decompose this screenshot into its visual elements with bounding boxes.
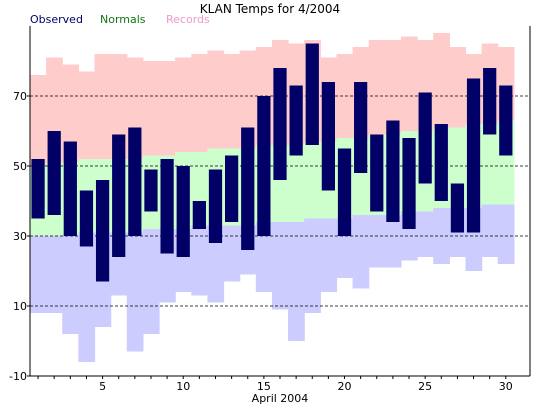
record-high-band bbox=[223, 54, 241, 149]
record-high-band bbox=[207, 50, 225, 149]
observed-bar bbox=[273, 68, 287, 180]
observed-bar bbox=[370, 134, 384, 212]
record-high-band bbox=[62, 64, 79, 163]
record-high-band bbox=[159, 61, 176, 156]
y-tick-label: 30 bbox=[13, 230, 27, 243]
record-low-band bbox=[46, 236, 63, 313]
record-high-band bbox=[110, 54, 128, 159]
normal-band bbox=[304, 141, 321, 219]
record-low-band bbox=[78, 232, 96, 362]
observed-bar bbox=[354, 82, 368, 173]
record-low-band bbox=[417, 211, 434, 257]
normal-band bbox=[481, 124, 499, 205]
observed-bar bbox=[208, 169, 223, 243]
record-low-band bbox=[126, 232, 144, 352]
record-low-band bbox=[271, 222, 289, 310]
observed-bar bbox=[257, 96, 271, 236]
observed-bar bbox=[418, 92, 432, 184]
record-low-band bbox=[191, 225, 209, 296]
observed-bar bbox=[192, 201, 206, 229]
record-high-band bbox=[30, 75, 47, 166]
y-tick-label: 50 bbox=[13, 160, 27, 173]
observed-bar bbox=[289, 85, 303, 156]
observed-bar bbox=[95, 180, 110, 282]
record-low-band bbox=[288, 222, 305, 341]
observed-bar bbox=[225, 155, 239, 222]
observed-bar bbox=[450, 183, 465, 233]
observed-bar bbox=[305, 43, 319, 145]
observed-bar bbox=[112, 134, 126, 257]
record-low-band bbox=[30, 236, 47, 313]
record-high-band bbox=[384, 40, 402, 135]
record-high-band bbox=[175, 57, 192, 152]
record-low-band bbox=[223, 225, 241, 282]
y-tick-label: -10 bbox=[9, 370, 27, 383]
observed-bar bbox=[337, 148, 352, 236]
record-low-band bbox=[481, 204, 499, 257]
observed-bar bbox=[128, 127, 142, 236]
observed-bar bbox=[79, 190, 94, 247]
record-low-band bbox=[352, 215, 370, 289]
x-axis-label: April 2004 bbox=[252, 392, 309, 405]
observed-bar bbox=[63, 141, 77, 236]
normal-band bbox=[288, 145, 305, 222]
record-high-band bbox=[336, 54, 354, 138]
legend-normals: Normals bbox=[100, 13, 146, 26]
record-low-band bbox=[207, 225, 225, 303]
x-tick-label: 25 bbox=[418, 380, 432, 393]
x-tick-label: 15 bbox=[257, 380, 271, 393]
observed-bar bbox=[499, 85, 513, 156]
record-high-band bbox=[400, 36, 418, 131]
record-low-band bbox=[142, 229, 160, 334]
record-low-band bbox=[62, 236, 79, 334]
observed-bar bbox=[31, 159, 45, 219]
record-low-band bbox=[368, 215, 386, 268]
x-tick-label: 30 bbox=[499, 380, 513, 393]
record-low-band bbox=[255, 222, 273, 292]
record-high-band bbox=[142, 61, 160, 156]
record-low-band bbox=[304, 218, 321, 313]
record-low-band bbox=[384, 215, 402, 268]
observed-bar bbox=[386, 120, 400, 222]
observed-bar bbox=[176, 166, 190, 257]
observed-bar bbox=[434, 124, 448, 201]
observed-bar bbox=[466, 78, 481, 233]
record-high-band bbox=[368, 40, 386, 135]
x-tick-label: 5 bbox=[99, 380, 106, 393]
y-tick-label: 10 bbox=[13, 300, 27, 313]
observed-bar bbox=[47, 131, 61, 215]
record-low-band bbox=[320, 218, 338, 292]
x-tick-label: 10 bbox=[176, 380, 190, 393]
observed-bar bbox=[483, 68, 497, 135]
record-high-band bbox=[94, 54, 112, 159]
record-high-band bbox=[449, 47, 467, 128]
chart-title: KLAN Temps for 4/2004 bbox=[200, 2, 340, 16]
x-tick-label: 20 bbox=[338, 380, 352, 393]
y-tick-label: 70 bbox=[13, 90, 27, 103]
record-high-band bbox=[78, 71, 96, 159]
record-high-band bbox=[239, 50, 257, 149]
observed-bar bbox=[321, 82, 335, 191]
plot-area: -10 10 30 50 70 5 10 15 20 25 30 bbox=[9, 26, 531, 393]
record-high-band bbox=[433, 33, 450, 128]
observed-bar bbox=[144, 169, 158, 212]
legend-observed: Observed bbox=[30, 13, 83, 26]
legend-records: Records bbox=[166, 13, 210, 26]
observed-bar bbox=[241, 127, 255, 250]
record-high-band bbox=[191, 54, 209, 152]
record-low-band bbox=[497, 204, 515, 264]
observed-bar bbox=[402, 138, 416, 229]
observed-bar bbox=[160, 159, 174, 254]
